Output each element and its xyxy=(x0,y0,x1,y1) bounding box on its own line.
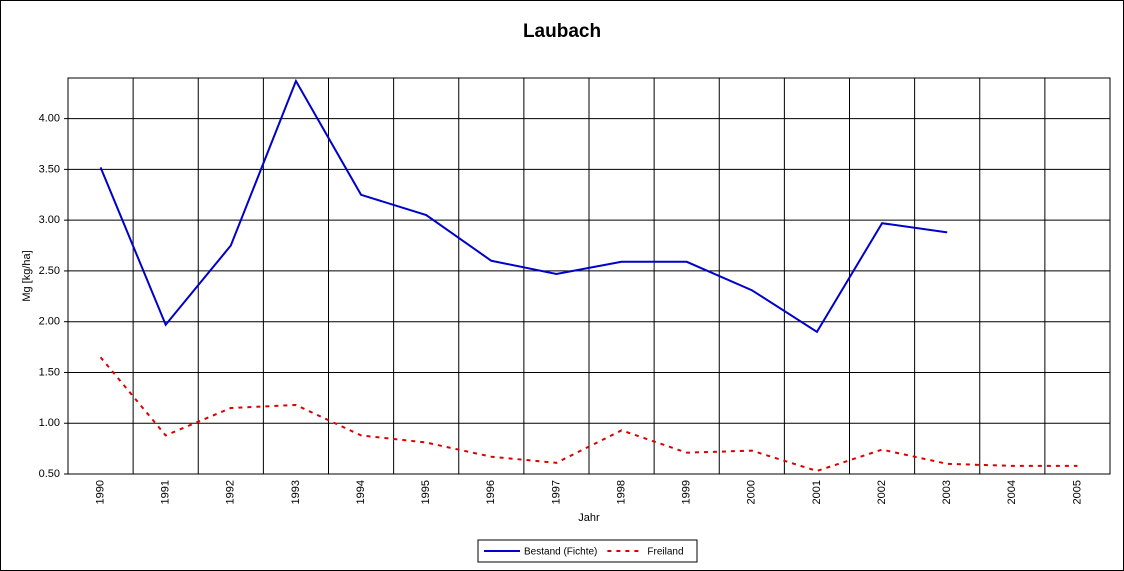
x-tick-label: 1991 xyxy=(160,480,172,504)
series-line xyxy=(99,356,1078,473)
x-tick-label: 1993 xyxy=(290,480,302,504)
y-tick-label: 2.50 xyxy=(39,265,60,277)
x-axis-label: Jahr xyxy=(578,512,600,524)
y-tick-label: 3.00 xyxy=(39,214,60,226)
series-line xyxy=(99,78,948,334)
y-axis-label: Mg [kg/ha] xyxy=(21,250,33,301)
x-tick-label: 2004 xyxy=(1006,480,1018,504)
x-tick-label: 2002 xyxy=(876,480,888,504)
legend-box xyxy=(477,539,698,563)
x-tick-label: 1994 xyxy=(355,480,367,504)
x-tick-label: 2001 xyxy=(811,480,823,504)
y-tick-label: 1.50 xyxy=(39,366,60,378)
x-tick-label: 1998 xyxy=(615,480,627,504)
y-tick-label: 4.00 xyxy=(39,113,60,125)
x-tick-label: 1992 xyxy=(225,480,237,504)
x-tick-label: 1996 xyxy=(485,480,497,504)
x-tick-label: 1999 xyxy=(681,480,693,504)
x-tick-label: 1997 xyxy=(550,480,562,504)
x-tick-label: 2003 xyxy=(941,480,953,504)
x-tick-label: 2000 xyxy=(746,480,758,504)
y-tick-label: 3.50 xyxy=(39,163,60,175)
x-tick-label: 1990 xyxy=(94,480,106,504)
x-tick-label: 2005 xyxy=(1071,480,1083,504)
y-tick-label: 2.00 xyxy=(39,316,60,328)
y-tick-label: 0.50 xyxy=(39,468,60,480)
chart-title: Laubach xyxy=(523,21,601,42)
x-tick-label: 1995 xyxy=(420,480,432,504)
y-tick-label: 1.00 xyxy=(39,417,60,429)
legend-label: Freiland xyxy=(647,547,683,558)
legend-label: Bestand (Fichte) xyxy=(524,547,597,558)
